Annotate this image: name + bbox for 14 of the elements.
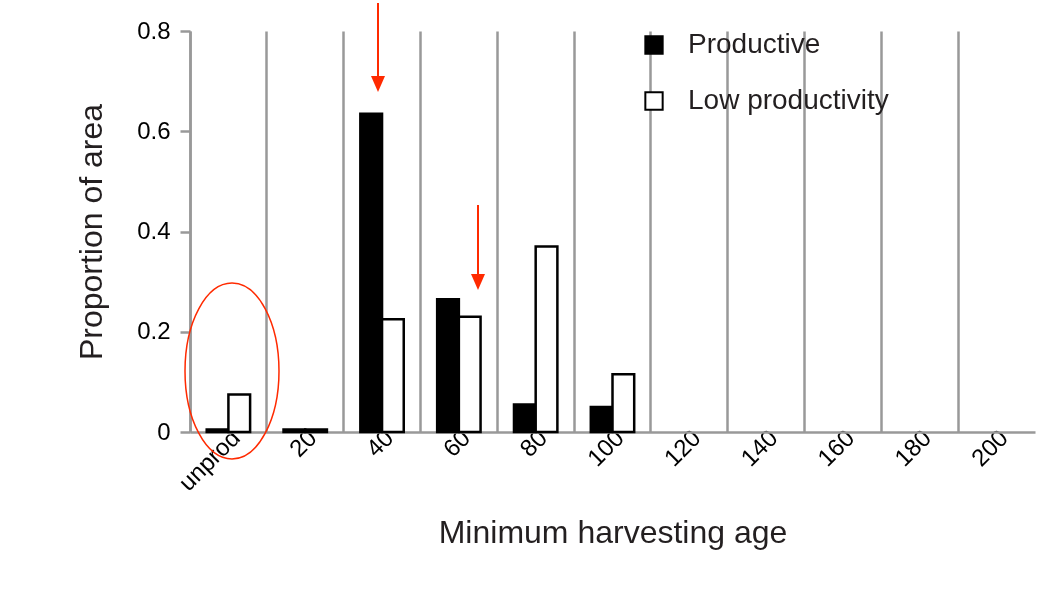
legend-label: Productive bbox=[688, 28, 821, 59]
x-tick-label: 160 bbox=[812, 423, 860, 472]
y-tick-label: 0.6 bbox=[137, 116, 171, 144]
y-tick-label: 0.4 bbox=[137, 217, 171, 244]
x-tick-label: 120 bbox=[658, 423, 706, 472]
x-tick-label: 140 bbox=[735, 423, 783, 472]
y-axis-title: Proportion of area bbox=[73, 103, 110, 361]
legend-label: Low productivity bbox=[688, 84, 889, 115]
x-axis-title: Minimum harvesting age bbox=[438, 513, 788, 550]
x-tick-label: 200 bbox=[965, 423, 1014, 472]
y-tick-label: 0 bbox=[157, 417, 171, 445]
y-tick-label: 0.2 bbox=[137, 317, 171, 345]
x-tick-label: 180 bbox=[888, 423, 937, 472]
y-tick-label: 0.8 bbox=[137, 16, 171, 44]
